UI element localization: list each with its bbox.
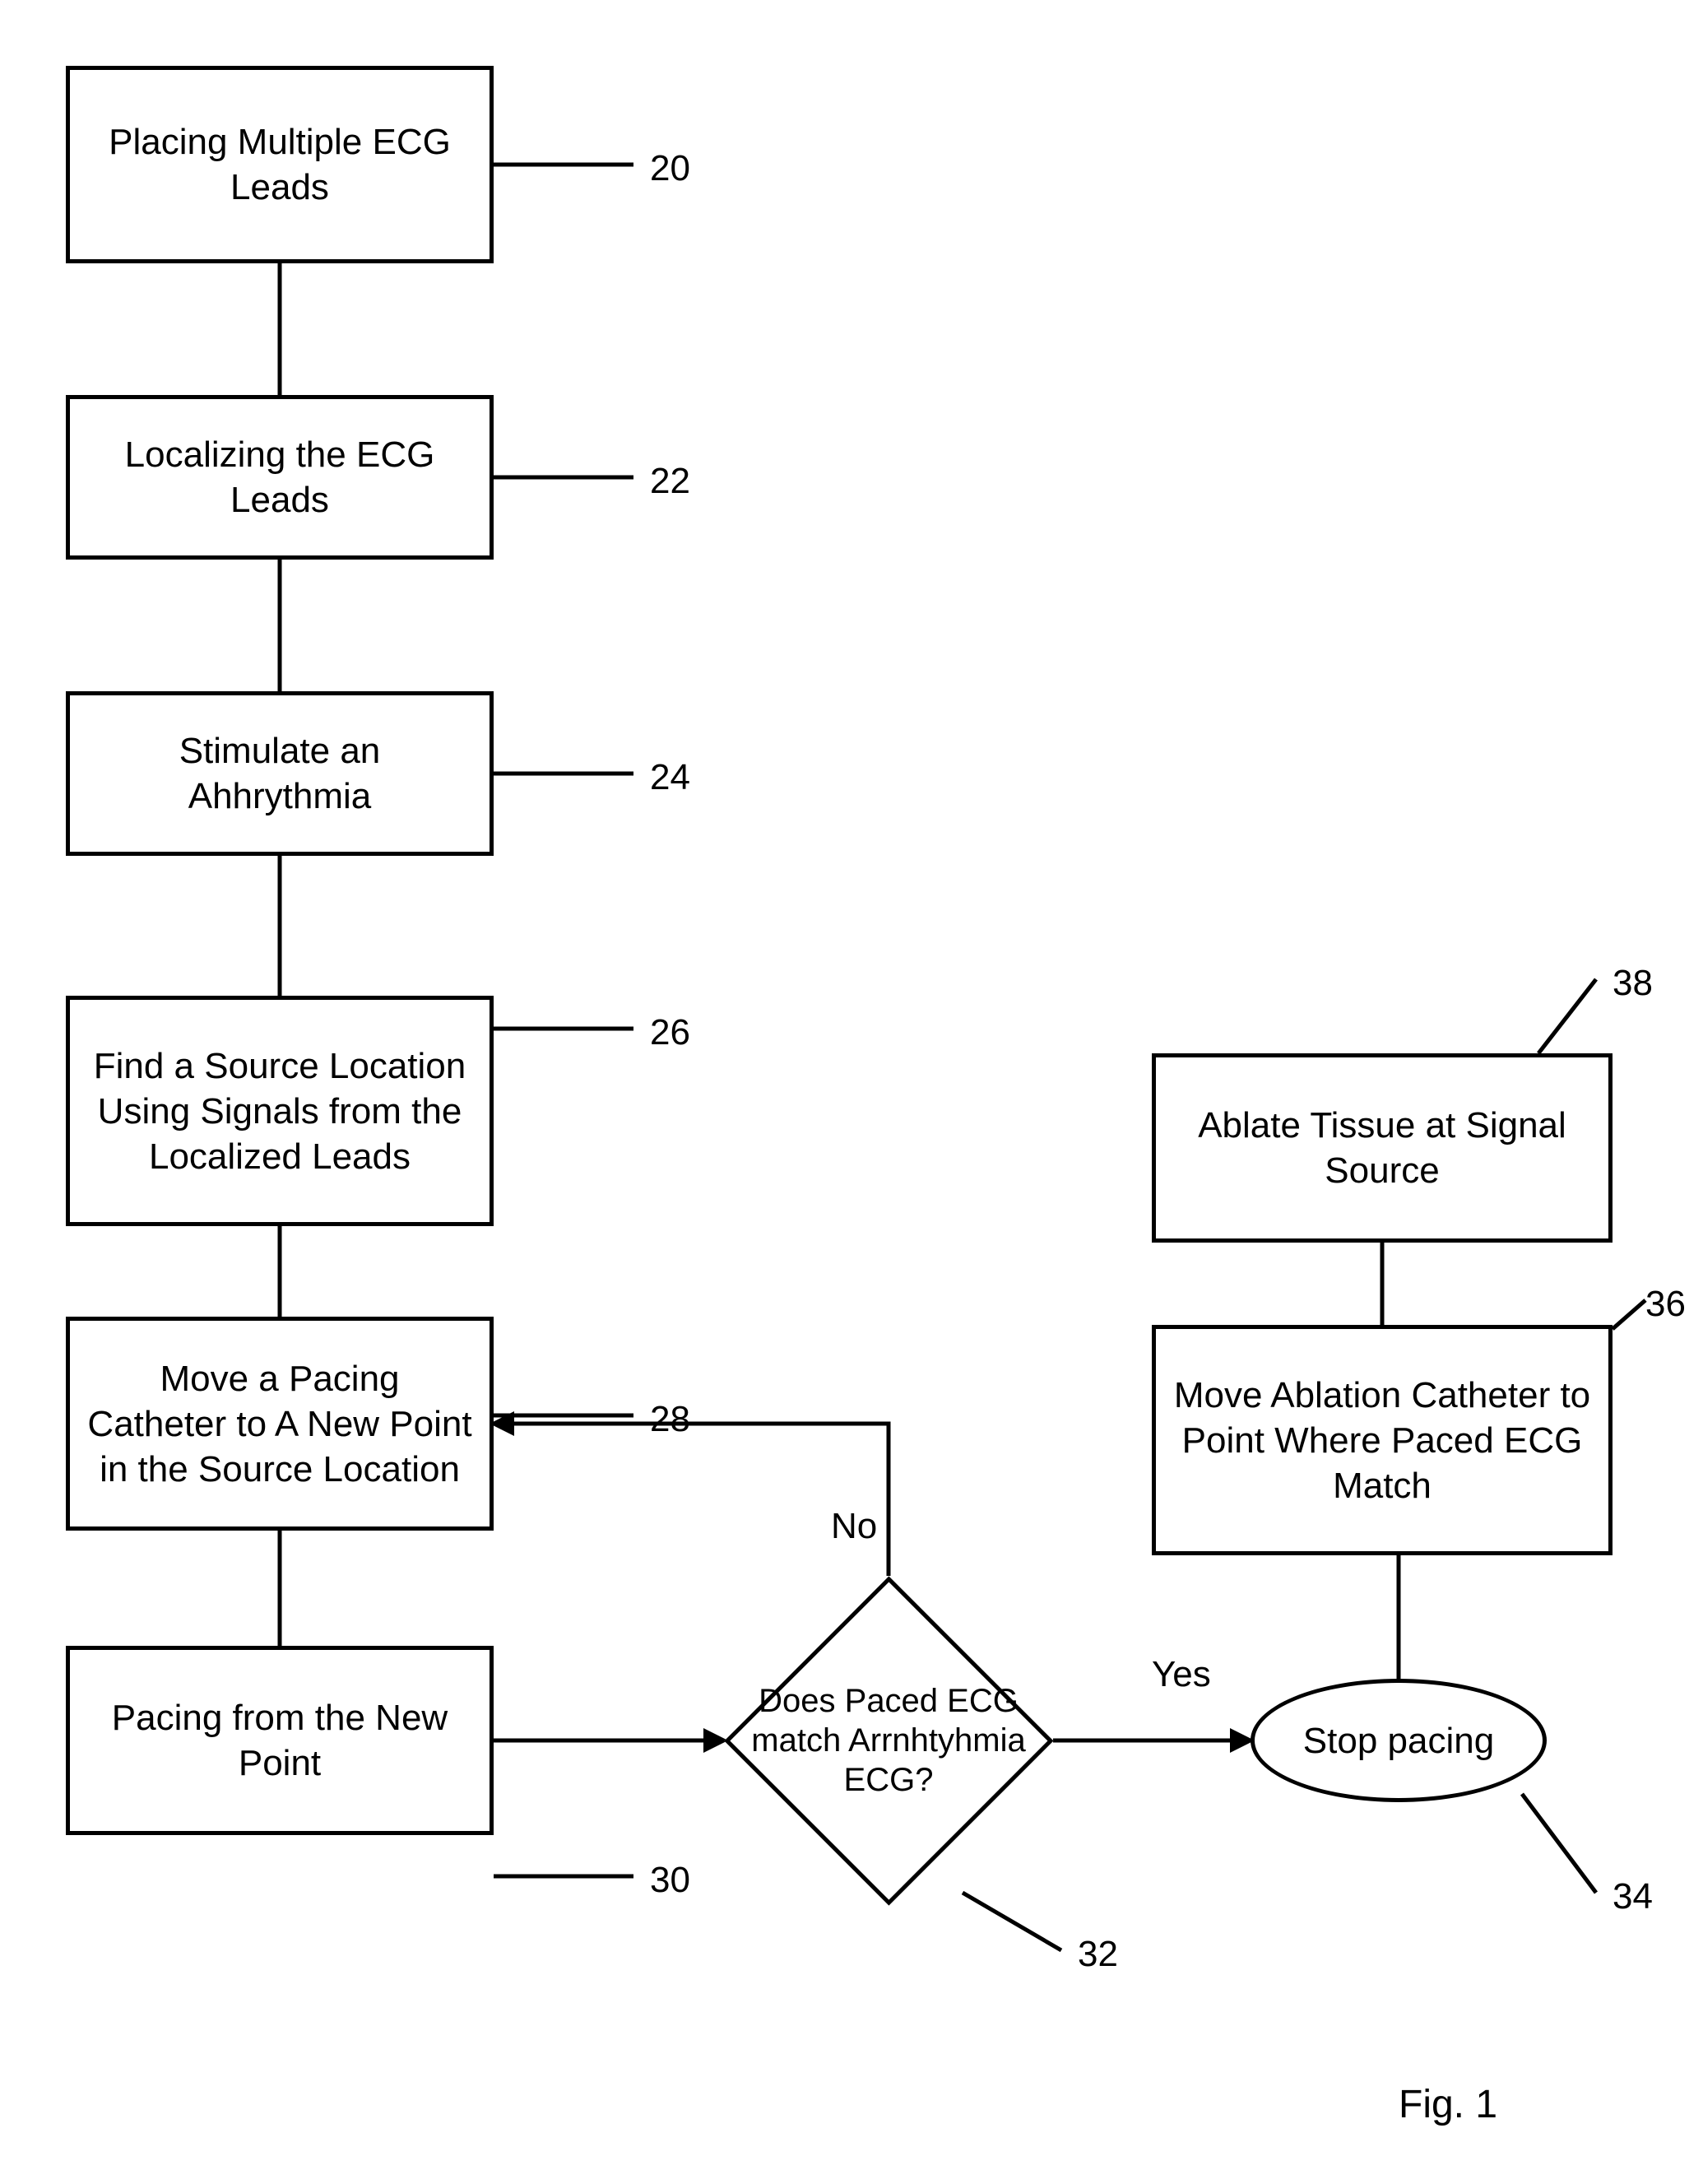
flow-node-text-n30: Pacing from the New Point	[86, 1695, 473, 1786]
ref-label-n34: 34	[1613, 1876, 1653, 1917]
flow-node-text-n28: Move a Pacing Catheter to A New Point in…	[86, 1356, 473, 1492]
flow-decision-text-n32: Does Paced ECG match Arrnhtyhmia ECG?	[724, 1576, 1053, 1905]
ref-label-n32: 32	[1078, 1934, 1118, 1975]
flow-node-n26: Find a Source Location Using Signals fro…	[66, 996, 494, 1226]
flow-node-n24: Stimulate an Ahhrythmia	[66, 691, 494, 856]
flow-node-text-n24: Stimulate an Ahhrythmia	[86, 728, 473, 819]
flow-node-n22: Localizing the ECG Leads	[66, 395, 494, 560]
flow-node-text-n22: Localizing the ECG Leads	[86, 432, 473, 523]
figure-label: Fig. 1	[1399, 2082, 1497, 2127]
ref-label-n38: 38	[1613, 963, 1653, 1004]
flow-node-n36: Move Ablation Catheter to Point Where Pa…	[1152, 1325, 1613, 1555]
flow-terminal-text-n34: Stop pacing	[1303, 1718, 1494, 1763]
ref-label-n26: 26	[650, 1012, 690, 1053]
branch-label-no: No	[831, 1506, 877, 1547]
ref-label-n36: 36	[1645, 1284, 1686, 1325]
ref-label-n20: 20	[650, 148, 690, 189]
branch-label-yes: Yes	[1152, 1654, 1211, 1695]
flow-node-n28: Move a Pacing Catheter to A New Point in…	[66, 1317, 494, 1531]
ref-label-n22: 22	[650, 461, 690, 502]
flow-node-text-n36: Move Ablation Catheter to Point Where Pa…	[1172, 1373, 1592, 1508]
flowchart-canvas: Placing Multiple ECG Leads 20 Localizing t…	[0, 0, 1703, 2184]
flow-node-n20: Placing Multiple ECG Leads	[66, 66, 494, 263]
flow-node-text-n38: Ablate Tissue at Signal Source	[1172, 1103, 1592, 1193]
ref-label-n30: 30	[650, 1860, 690, 1901]
flow-terminal-n34: Stop pacing	[1251, 1679, 1547, 1802]
flow-node-text-n26: Find a Source Location Using Signals fro…	[86, 1043, 473, 1179]
flow-node-text-n20: Placing Multiple ECG Leads	[86, 119, 473, 210]
ref-label-n28: 28	[650, 1399, 690, 1440]
flow-decision-n32: Does Paced ECG match Arrnhtyhmia ECG?	[724, 1576, 1053, 1905]
flow-node-n30: Pacing from the New Point	[66, 1646, 494, 1835]
ref-label-n24: 24	[650, 757, 690, 798]
flow-node-n38: Ablate Tissue at Signal Source	[1152, 1053, 1613, 1243]
